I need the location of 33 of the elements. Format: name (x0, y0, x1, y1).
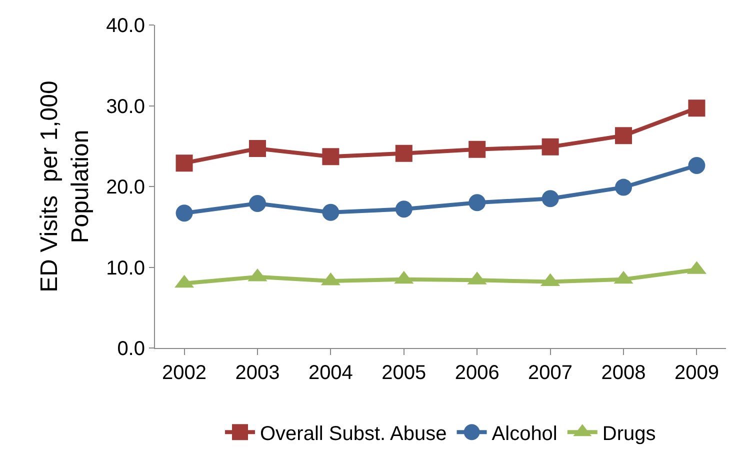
y-tick-label: 10.0 (106, 257, 145, 280)
y-tick-label: 0.0 (117, 338, 145, 360)
y-tick-label: 40.0 (106, 15, 145, 37)
point (688, 157, 706, 174)
point (615, 178, 632, 196)
x-tick-label: 2002 (162, 362, 207, 384)
y-tick-label: 20.0 (106, 176, 145, 198)
point (249, 194, 266, 212)
point (468, 140, 486, 158)
legend-label: Drugs (602, 422, 656, 445)
point (248, 140, 266, 158)
point (542, 138, 559, 156)
point (176, 204, 193, 222)
y-axis-title: ED Visits per 1,000 Population (36, 80, 94, 292)
point (322, 204, 340, 221)
x-tick-label: 2007 (528, 362, 573, 384)
x-tick-label: 2006 (454, 362, 500, 384)
y-tick-label: 30.0 (106, 96, 145, 118)
x-tick-label: 2008 (601, 362, 646, 384)
x-tick-label: 2009 (674, 362, 719, 384)
x-tick-label: 2003 (235, 362, 280, 384)
point (395, 200, 412, 218)
legend-label: Alcohol (492, 422, 558, 445)
point (322, 148, 340, 166)
point (176, 154, 193, 172)
legend-label: Overall Subst. Abuse (260, 422, 447, 445)
point (615, 127, 632, 144)
x-tick-label: 2004 (308, 362, 353, 384)
point (688, 100, 706, 117)
point (395, 144, 412, 162)
point (468, 194, 486, 212)
point (542, 190, 559, 208)
x-tick-label: 2005 (382, 362, 426, 384)
